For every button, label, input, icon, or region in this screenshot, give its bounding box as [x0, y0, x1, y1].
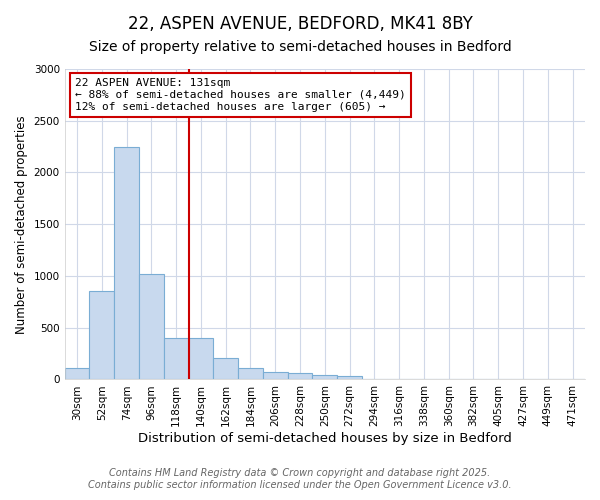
Bar	[313, 376, 337, 380]
Bar	[139, 274, 164, 380]
Bar	[387, 379, 412, 380]
Bar	[412, 379, 436, 380]
Text: Size of property relative to semi-detached houses in Bedford: Size of property relative to semi-detach…	[89, 40, 511, 54]
Bar	[511, 379, 535, 380]
Bar	[560, 379, 585, 380]
Bar	[263, 372, 287, 380]
Bar	[486, 379, 511, 380]
Text: 22 ASPEN AVENUE: 131sqm
← 88% of semi-detached houses are smaller (4,449)
12% of: 22 ASPEN AVENUE: 131sqm ← 88% of semi-de…	[75, 78, 406, 112]
Bar	[337, 376, 362, 380]
Bar	[65, 368, 89, 380]
Bar	[114, 146, 139, 380]
Bar	[188, 338, 214, 380]
Bar	[214, 358, 238, 380]
Bar	[287, 373, 313, 380]
Bar	[238, 368, 263, 380]
Bar	[461, 379, 486, 380]
Bar	[362, 379, 387, 380]
Y-axis label: Number of semi-detached properties: Number of semi-detached properties	[15, 115, 28, 334]
Bar	[436, 379, 461, 380]
X-axis label: Distribution of semi-detached houses by size in Bedford: Distribution of semi-detached houses by …	[138, 432, 512, 445]
Bar	[535, 379, 560, 380]
Text: Contains HM Land Registry data © Crown copyright and database right 2025.
Contai: Contains HM Land Registry data © Crown c…	[88, 468, 512, 490]
Text: 22, ASPEN AVENUE, BEDFORD, MK41 8BY: 22, ASPEN AVENUE, BEDFORD, MK41 8BY	[128, 15, 472, 33]
Bar	[164, 338, 188, 380]
Bar	[89, 292, 114, 380]
